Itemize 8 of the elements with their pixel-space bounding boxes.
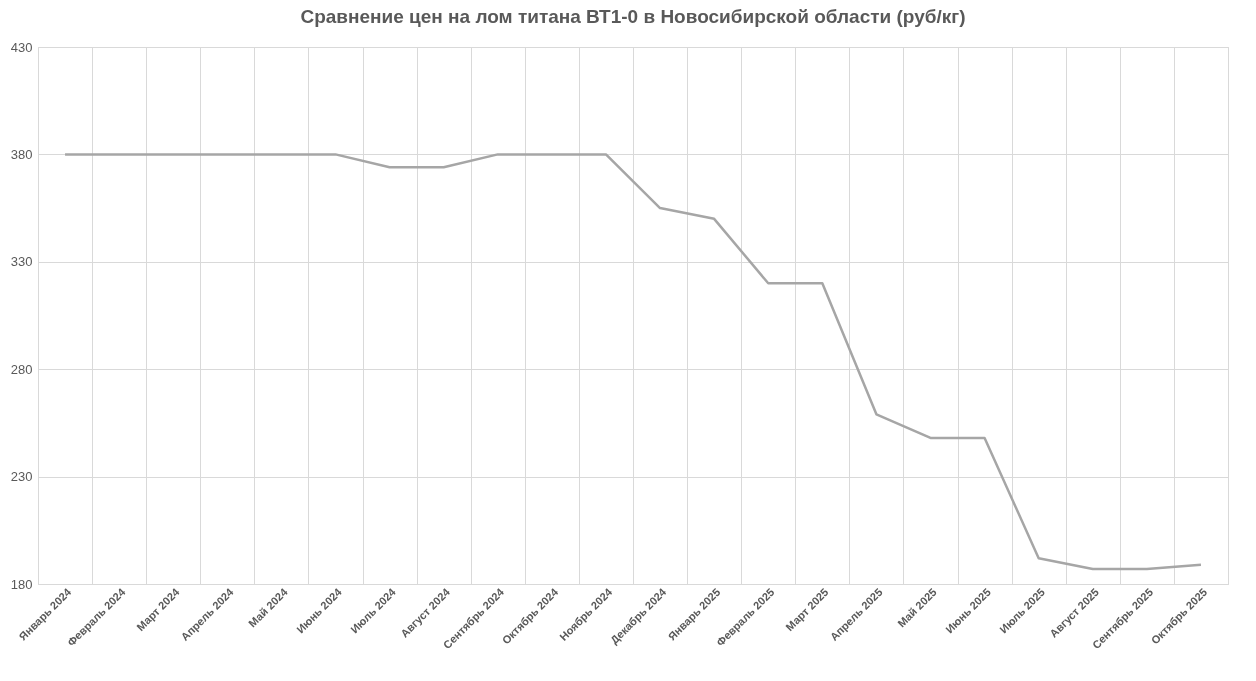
y-tick-label: 280 bbox=[10, 361, 33, 377]
chart-title: Сравнение цен на лом титана ВТ1-0 в Новосибирской области (руб/кг) bbox=[300, 6, 966, 27]
y-tick-label: 430 bbox=[10, 39, 33, 55]
y-tick-label: 180 bbox=[10, 576, 33, 592]
y-tick-label: 380 bbox=[10, 146, 33, 162]
line-series bbox=[63, 153, 1203, 571]
y-tick-label: 330 bbox=[10, 254, 33, 270]
y-tick-label: 230 bbox=[10, 469, 33, 485]
